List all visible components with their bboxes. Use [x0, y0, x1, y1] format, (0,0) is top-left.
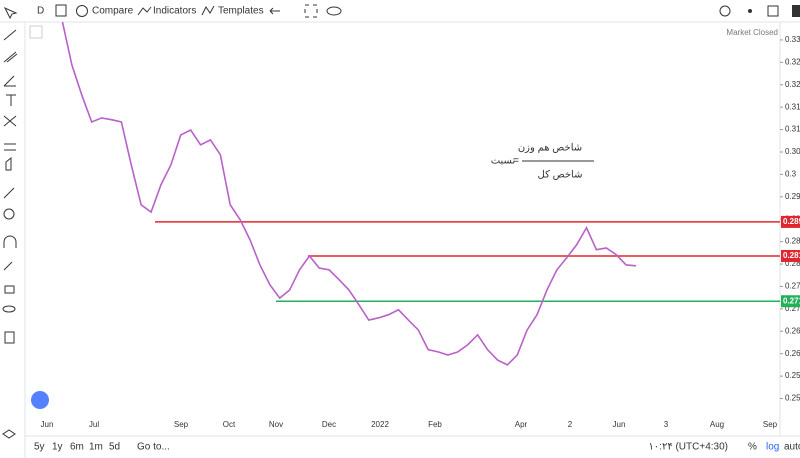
x-tick-label: Sep — [763, 420, 778, 429]
undo[interactable] — [269, 7, 280, 15]
y-tick-label: 0.33 — [785, 35, 800, 44]
templates-icon[interactable] — [201, 5, 215, 16]
collapse[interactable] — [29, 25, 43, 39]
x-tick-label: Apr — [515, 420, 528, 429]
clock: ۱۰:۲۴ (UTC+4:30) — [648, 442, 728, 453]
range-button[interactable]: 5d — [109, 442, 120, 453]
fullscreen[interactable] — [304, 4, 318, 18]
denominator: شاخص کل — [538, 170, 583, 181]
indicators-icon[interactable] — [137, 6, 152, 16]
x-tick-label: 3 — [664, 420, 669, 429]
compare-icon[interactable] — [76, 5, 88, 17]
y-tick-label: 0.26 — [785, 349, 800, 358]
range-button[interactable]: 6m — [70, 442, 84, 453]
y-tick-label: 0.305 — [785, 147, 800, 156]
y-tick-label: 0.315 — [785, 102, 800, 111]
y-tick-label: 0.285 — [785, 237, 800, 246]
x-tick-label: Feb — [428, 420, 442, 429]
annotation: شاخص هم وزن شاخص کل نسبت = — [491, 143, 594, 181]
x-tick-label: Jun — [41, 420, 54, 429]
logo[interactable] — [31, 391, 49, 409]
price-label-bg — [781, 249, 800, 262]
price-label-bg — [781, 215, 800, 228]
price-label: 0.2818 — [783, 251, 800, 260]
templates[interactable]: Templates — [218, 6, 264, 17]
drawing-tools[interactable] — [2, 6, 18, 439]
y-tick-label: 0.25 — [785, 394, 800, 403]
y-tick-label: 0.255 — [785, 371, 800, 380]
x-tick-label: Jun — [613, 420, 626, 429]
price-line — [61, 22, 637, 366]
range-button[interactable]: 5y — [34, 442, 45, 453]
y-tick-label: 0.27 — [785, 304, 800, 313]
y-tick-label: 0.3 — [785, 170, 797, 179]
camera[interactable] — [792, 5, 800, 17]
equals: = — [513, 156, 519, 167]
scale-option[interactable]: % — [748, 442, 757, 453]
x-tick-label: 2022 — [371, 420, 389, 429]
market-status: Market Closed — [726, 28, 778, 37]
interval[interactable]: D — [37, 6, 44, 17]
goto[interactable]: Go to... — [137, 442, 170, 453]
x-tick-label: Jul — [89, 420, 99, 429]
chart-style-icon[interactable] — [55, 4, 67, 17]
hide-icon[interactable] — [326, 6, 342, 16]
share[interactable] — [748, 9, 752, 13]
numerator: شاخص هم وزن — [518, 143, 582, 154]
range-button[interactable]: 1y — [52, 442, 63, 453]
y-tick-label: 0.275 — [785, 282, 800, 291]
ratio-label: نسبت — [491, 156, 516, 167]
y-tick-label: 0.31 — [785, 125, 800, 134]
x-tick-label: Oct — [223, 420, 236, 429]
scale-option[interactable]: auto — [784, 442, 800, 453]
x-tick-label: Dec — [322, 420, 336, 429]
scale-option[interactable]: log — [766, 442, 779, 453]
x-tick-label: Nov — [269, 420, 283, 429]
y-tick-label: 0.295 — [785, 192, 800, 201]
x-tick-label: Sep — [174, 420, 189, 429]
price-label-bg — [781, 295, 800, 308]
indicators[interactable]: Indicators — [153, 6, 196, 17]
price-label: 0.2894 — [783, 217, 800, 226]
y-tick-label: 0.265 — [785, 326, 800, 335]
y-tick-label: 0.28 — [785, 259, 800, 268]
settings[interactable] — [719, 5, 731, 17]
y-tick-label: 0.32 — [785, 80, 800, 89]
x-tick-label: Aug — [710, 420, 724, 429]
compare[interactable]: Compare — [92, 6, 134, 17]
price-label: 0.2717 — [783, 296, 800, 305]
range-button[interactable]: 1m — [89, 442, 103, 453]
snapshot[interactable] — [767, 5, 779, 17]
y-tick-label: 0.325 — [785, 57, 800, 66]
x-tick-label: 2 — [568, 420, 573, 429]
